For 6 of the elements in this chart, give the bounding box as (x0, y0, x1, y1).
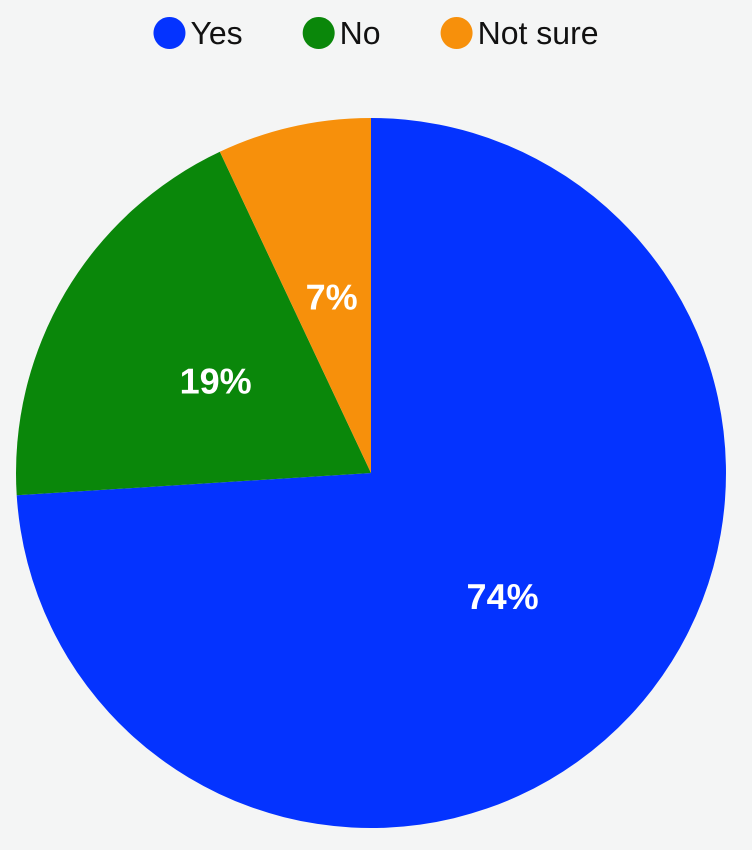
data-label: 7% (306, 276, 358, 318)
legend-label: No (340, 15, 381, 51)
legend-label: Not sure (478, 15, 599, 51)
legend-label: Yes (190, 15, 243, 51)
data-label: 74% (466, 576, 539, 618)
data-label: 19% (180, 360, 252, 402)
